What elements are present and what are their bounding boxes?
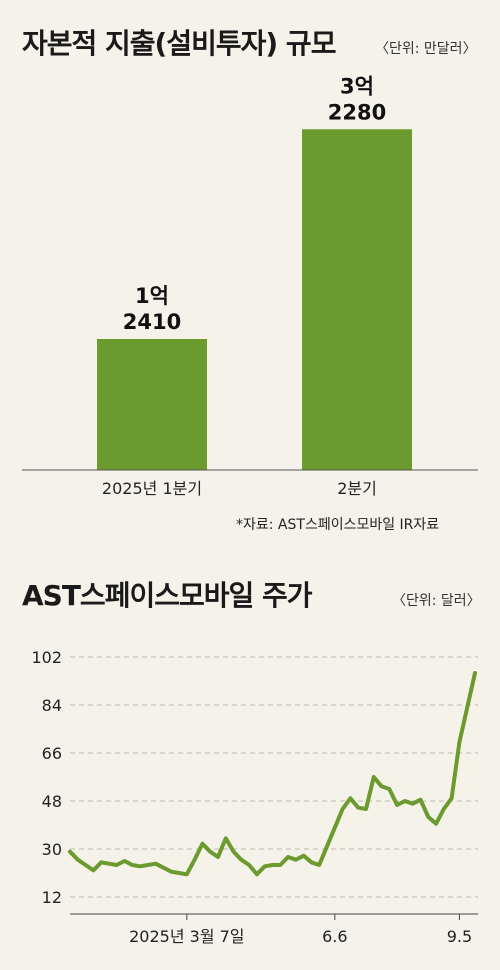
capex-unit-label: 〈단위: 만달러〉 (375, 41, 477, 57)
stock-y-tick-label: 30 (42, 840, 62, 859)
stock-x-tick-label: 6.6 (322, 927, 347, 946)
capex-bar-label-line1: 3억 (340, 74, 374, 98)
capex-source-note: *자료: AST스페이스모바일 IR자료 (236, 517, 440, 533)
capex-category-label: 2025년 1분기 (102, 479, 202, 498)
stock-y-tick-label: 84 (42, 696, 62, 715)
capex-bar-label-line2: 2280 (328, 100, 386, 124)
stock-y-tick-label: 102 (31, 648, 62, 667)
capex-category-label: 2분기 (337, 479, 377, 498)
capex-bar-1 (97, 339, 207, 470)
stock-chart-title: AST스페이스모바일 주가 (22, 579, 313, 612)
stock-y-tick-label: 48 (42, 792, 62, 811)
stock-price-line (68, 671, 477, 877)
stock-x-tick-label: 9.5 (447, 927, 472, 946)
capex-bar-2 (302, 129, 412, 470)
capex-bar-label-line2: 2410 (123, 310, 181, 334)
stock-unit-label: 〈단위: 달러〉 (392, 593, 481, 609)
stock-y-tick-label: 66 (42, 744, 62, 763)
stock-y-tick-label: 12 (42, 888, 62, 907)
capex-chart-title: 자본적 지출(설비투자) 규모 (22, 27, 336, 60)
stock-x-tick-label: 2025년 3월 7일 (129, 927, 244, 946)
capex-bar-label-line1: 1억 (135, 284, 169, 308)
